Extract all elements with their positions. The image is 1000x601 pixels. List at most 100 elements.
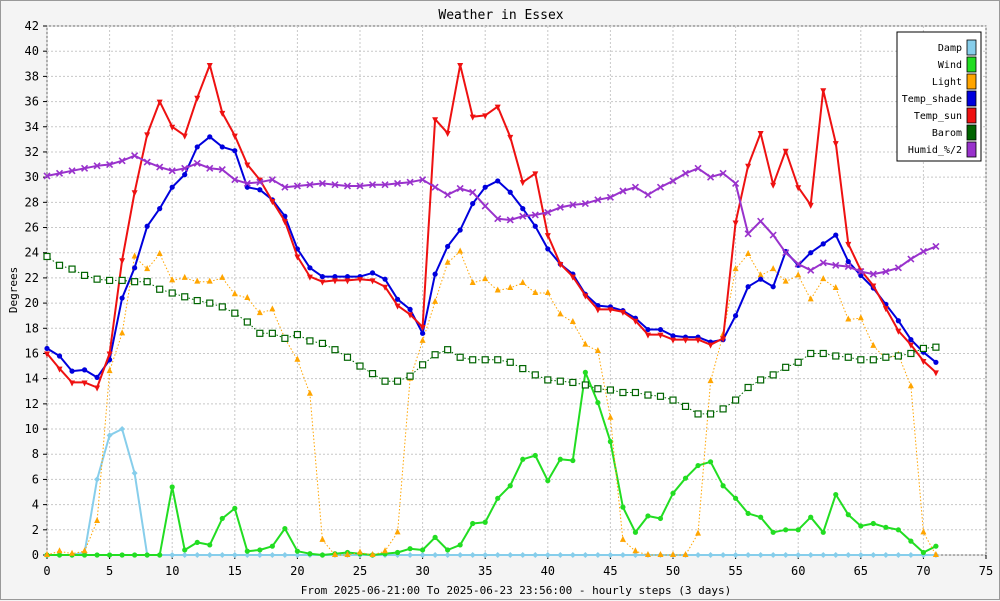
data-point-temp-shade (445, 243, 451, 250)
data-point-temp-sun (331, 278, 338, 285)
data-point-light (920, 528, 927, 535)
data-point-humid-2 (143, 158, 151, 166)
data-point-barom (156, 285, 164, 293)
data-point-temp-shade (670, 333, 676, 339)
x-tick-label: 45 (603, 564, 617, 578)
data-point-damp (519, 552, 526, 558)
data-point-barom (819, 349, 827, 358)
data-point-temp-sun (294, 254, 301, 261)
data-point-damp (607, 552, 614, 558)
data-point-damp (94, 476, 101, 483)
data-point-barom (807, 349, 815, 358)
data-point-light (857, 314, 864, 321)
data-point-temp-sun (632, 318, 639, 325)
data-point-humid-2 (444, 191, 452, 199)
data-point-temp-sun (44, 351, 50, 358)
series-temp-sun (44, 63, 939, 392)
data-point-wind (294, 548, 300, 554)
data-point-temp-shade (407, 306, 413, 312)
data-point-temp-sun (394, 303, 401, 310)
data-point-damp (206, 552, 213, 558)
data-point-damp (494, 552, 501, 558)
data-point-temp-sun (494, 104, 501, 111)
data-point-temp-shade (56, 353, 63, 359)
data-point-wind (770, 529, 776, 535)
data-point-temp-shade (232, 148, 238, 154)
data-point-light (820, 275, 827, 282)
plot-area (46, 25, 987, 556)
data-point-humid-2 (193, 159, 201, 167)
data-point-temp-shade (344, 274, 351, 280)
data-point-temp-sun (194, 95, 201, 102)
data-point-light (632, 547, 639, 554)
data-point-wind (670, 490, 676, 496)
data-point-barom (406, 372, 414, 380)
data-point-damp (557, 552, 564, 558)
data-point-temp-sun (56, 366, 63, 373)
data-point-barom (869, 356, 877, 364)
data-point-damp (732, 552, 739, 558)
data-point-wind (157, 552, 163, 558)
data-point-wind (908, 538, 914, 544)
data-point-light (707, 377, 714, 384)
data-point-light (269, 305, 276, 312)
data-point-barom (644, 391, 652, 399)
data-point-wind (783, 527, 789, 533)
data-point-humid-2 (681, 169, 690, 177)
data-point-light (419, 336, 426, 343)
data-point-temp-sun (807, 202, 814, 209)
data-point-humid-2 (118, 157, 126, 165)
data-point-wind (758, 514, 764, 520)
data-point-wind (933, 543, 939, 549)
data-point-light (94, 516, 101, 523)
data-point-temp-sun (357, 277, 363, 284)
data-point-humid-2 (268, 176, 276, 184)
data-point-wind (733, 495, 739, 501)
data-point-light (331, 551, 338, 557)
y-tick-label: 30 (25, 170, 39, 184)
data-point-light (219, 273, 226, 280)
data-point-humid-2 (306, 181, 314, 189)
tick-layer: 0246810121416182022242628303234363840420… (25, 19, 994, 578)
y-tick-label: 6 (32, 472, 39, 486)
data-point-light (131, 252, 138, 259)
data-point-light (832, 283, 839, 290)
data-point-temp-sun (745, 163, 752, 170)
data-point-humid-2 (431, 183, 439, 191)
data-point-damp (256, 552, 263, 558)
data-point-temp-shade (332, 274, 338, 280)
data-point-temp-shade (420, 330, 426, 336)
data-point-temp-shade (545, 246, 551, 252)
data-point-light (444, 258, 451, 265)
data-point-humid-2 (519, 212, 527, 220)
data-point-temp-sun (657, 332, 664, 339)
data-point-damp (432, 552, 439, 558)
data-point-light (594, 346, 601, 353)
data-point-damp (294, 552, 301, 558)
data-point-humid-2 (794, 260, 802, 268)
y-tick-label: 34 (25, 120, 39, 134)
data-point-damp (119, 426, 126, 433)
data-point-temp-shade (933, 359, 939, 365)
data-point-humid-2 (393, 179, 402, 188)
series-layer (43, 63, 940, 558)
data-point-temp-sun (156, 99, 163, 106)
data-point-damp (281, 552, 288, 558)
data-point-humid-2 (894, 264, 902, 272)
data-point-temp-sun (757, 131, 764, 138)
data-point-wind (645, 513, 651, 519)
data-point-light (181, 273, 188, 280)
data-point-temp-sun (795, 185, 802, 192)
data-point-light (119, 329, 126, 336)
data-point-barom (68, 265, 76, 273)
data-point-wind (207, 542, 213, 548)
data-point-light (357, 548, 363, 555)
data-point-humid-2 (55, 169, 64, 177)
data-point-damp (169, 552, 176, 558)
data-point-light (807, 295, 814, 302)
data-point-wind (194, 539, 200, 546)
data-point-light (682, 551, 689, 557)
data-point-light (394, 528, 401, 535)
data-point-temp-shade (845, 258, 851, 265)
data-point-humid-2 (168, 167, 176, 175)
